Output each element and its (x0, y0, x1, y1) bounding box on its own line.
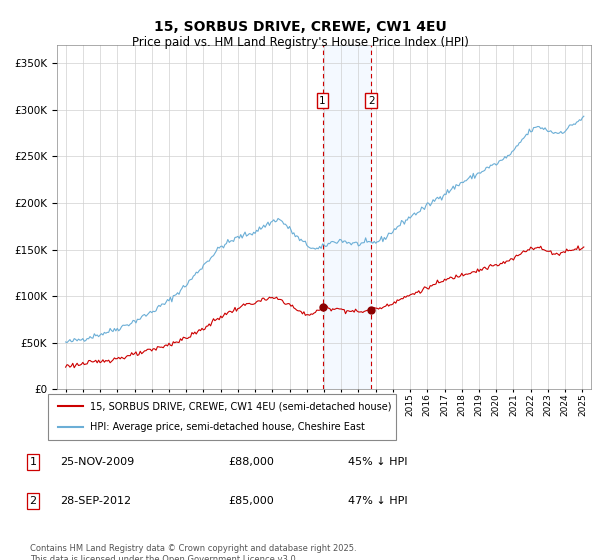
Text: 47% ↓ HPI: 47% ↓ HPI (348, 496, 407, 506)
Text: 15, SORBUS DRIVE, CREWE, CW1 4EU: 15, SORBUS DRIVE, CREWE, CW1 4EU (154, 20, 446, 34)
Text: Price paid vs. HM Land Registry's House Price Index (HPI): Price paid vs. HM Land Registry's House … (131, 36, 469, 49)
Text: 2: 2 (368, 96, 374, 106)
Text: HPI: Average price, semi-detached house, Cheshire East: HPI: Average price, semi-detached house,… (90, 422, 365, 432)
Text: 25-NOV-2009: 25-NOV-2009 (60, 457, 134, 467)
Text: Contains HM Land Registry data © Crown copyright and database right 2025.
This d: Contains HM Land Registry data © Crown c… (30, 544, 356, 560)
Bar (323, 45, 371, 389)
Text: 45% ↓ HPI: 45% ↓ HPI (348, 457, 407, 467)
Text: £88,000: £88,000 (228, 457, 274, 467)
Text: 1: 1 (29, 457, 37, 467)
Text: 2: 2 (29, 496, 37, 506)
Text: 1: 1 (319, 96, 326, 106)
Text: £85,000: £85,000 (228, 496, 274, 506)
Text: 15, SORBUS DRIVE, CREWE, CW1 4EU (semi-detached house): 15, SORBUS DRIVE, CREWE, CW1 4EU (semi-d… (90, 401, 391, 411)
Text: 28-SEP-2012: 28-SEP-2012 (60, 496, 131, 506)
